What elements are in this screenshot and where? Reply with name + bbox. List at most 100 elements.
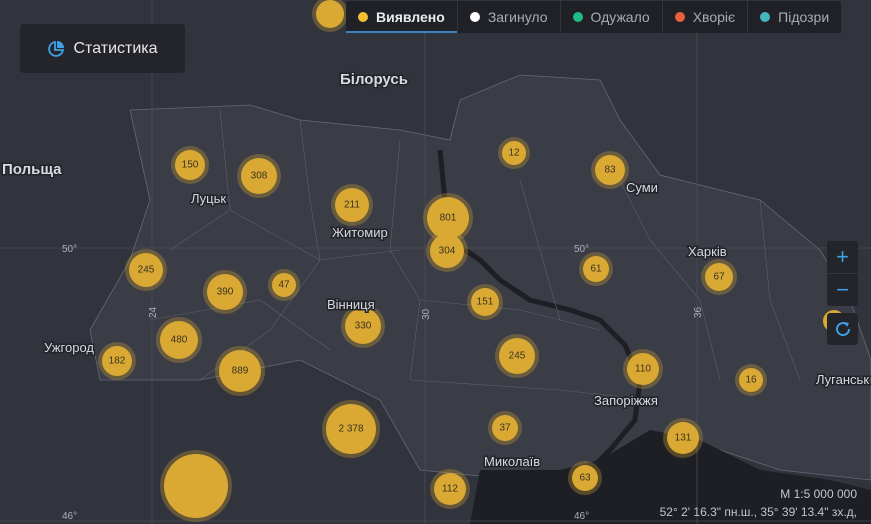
- legend-dot-icon: [674, 12, 685, 22]
- cluster-count: 12: [508, 148, 520, 159]
- cluster-count: 37: [499, 423, 511, 434]
- city-label: Луганськ: [816, 372, 869, 387]
- cluster-marker[interactable]: 330: [341, 304, 385, 348]
- cluster-circle: [326, 404, 376, 454]
- tab-label: Хворіє: [692, 9, 736, 25]
- cluster-circle: [102, 346, 132, 376]
- cluster-marker[interactable]: 150: [171, 146, 209, 184]
- city-label: Ужгород: [44, 340, 94, 355]
- cluster-circle: [471, 288, 499, 316]
- cluster-marker[interactable]: 245: [125, 249, 167, 291]
- cluster-marker[interactable]: [312, 0, 348, 32]
- tab-recovered[interactable]: Одужало: [559, 1, 662, 33]
- tab-detected[interactable]: Виявлено: [346, 1, 457, 33]
- tab-label: Одужало: [590, 9, 650, 25]
- cluster-circle: [175, 150, 205, 180]
- cluster-circle: [335, 188, 369, 222]
- cluster-marker[interactable]: 245: [495, 334, 539, 378]
- cluster-count: 182: [109, 356, 126, 367]
- zoom-in-button[interactable]: +: [836, 244, 849, 269]
- cluster-circle: [502, 141, 526, 165]
- cluster-circle: [164, 454, 228, 518]
- cluster-circle: [434, 473, 466, 505]
- cluster-marker[interactable]: 83: [591, 151, 629, 189]
- cluster-circle: [316, 0, 344, 28]
- cluster-count: 47: [278, 280, 290, 291]
- tab-label: Загинуло: [487, 9, 548, 25]
- cluster-marker[interactable]: 889: [215, 346, 265, 396]
- cluster-circle: [739, 368, 763, 392]
- cluster-circle: [241, 158, 277, 194]
- cluster-count: 63: [579, 473, 591, 484]
- pie-chart-icon: [48, 40, 65, 57]
- cluster-marker[interactable]: 304: [426, 230, 468, 272]
- cluster-marker[interactable]: 67: [701, 259, 737, 295]
- city-label: Житомир: [332, 225, 388, 240]
- cluster-marker[interactable]: [160, 450, 232, 522]
- cluster-count: 390: [217, 287, 234, 298]
- tab-suspected[interactable]: Підозри: [747, 1, 841, 33]
- tab-deaths[interactable]: Загинуло: [456, 1, 560, 33]
- cluster-marker[interactable]: 801: [423, 193, 473, 243]
- tab-sick[interactable]: Хворіє: [661, 1, 747, 33]
- cluster-count: 211: [344, 200, 360, 211]
- map-scale: М 1:5 000 000: [780, 487, 857, 501]
- cluster-marker[interactable]: 211: [331, 184, 373, 226]
- cluster-marker[interactable]: 63: [568, 461, 602, 495]
- cluster-count: 308: [251, 171, 268, 182]
- cluster-marker[interactable]: 61: [579, 252, 613, 286]
- cluster-circle: [705, 263, 733, 291]
- legend-dot-icon: [469, 12, 480, 22]
- cluster-circle: [345, 308, 381, 344]
- reset-view-button[interactable]: [827, 313, 858, 345]
- cluster-marker[interactable]: 182: [98, 342, 136, 380]
- region-borders: [149, 109, 801, 401]
- cluster-count: 150: [182, 160, 199, 171]
- city-label: Вінниця: [327, 297, 375, 312]
- grid-label: 50°: [574, 244, 589, 255]
- cluster-circle: [430, 234, 464, 268]
- cluster-count: 245: [138, 265, 155, 276]
- cluster-count: 110: [635, 364, 651, 375]
- tab-label: Виявлено: [376, 9, 445, 25]
- cluster-count: 304: [439, 246, 456, 257]
- cluster-marker[interactable]: 308: [237, 154, 281, 198]
- black-sea: [470, 430, 871, 524]
- cluster-marker[interactable]: 2 378: [322, 400, 380, 458]
- grid-labels: 50° 50° 24 30 36 46° 46°: [62, 244, 704, 522]
- city-label: Харків: [688, 244, 727, 259]
- city-label: Суми: [626, 180, 658, 195]
- cluster-marker[interactable]: 151: [467, 284, 503, 320]
- cluster-marker[interactable]: 112: [430, 469, 470, 509]
- city-label: Запоріжжя: [594, 393, 658, 408]
- cluster-circle: [129, 253, 163, 287]
- cluster-circle: [667, 422, 699, 454]
- city-label: Луцьк: [191, 191, 226, 206]
- cluster-circle: [219, 350, 261, 392]
- cluster-count: 480: [171, 335, 188, 346]
- cluster-marker[interactable]: 37: [488, 411, 522, 445]
- cluster-marker[interactable]: 480: [156, 317, 202, 363]
- cluster-circle: [595, 155, 625, 185]
- cluster-circle: [427, 197, 469, 239]
- cluster-marker[interactable]: 47: [268, 269, 300, 301]
- statistics-button[interactable]: Статистика: [20, 24, 185, 73]
- cluster-marker[interactable]: 12: [498, 137, 530, 169]
- cursor-coordinates: 52° 2' 16.3" пн.ш., 35° 39' 13.4" зх.д,: [659, 505, 857, 519]
- legend-dot-icon: [572, 12, 583, 22]
- cluster-marker[interactable]: 16: [735, 364, 767, 396]
- grid-label: 30: [421, 308, 432, 320]
- zoom-out-button[interactable]: −: [827, 273, 858, 306]
- cluster-count: 61: [590, 264, 602, 275]
- zoom-controls: + −: [827, 241, 858, 306]
- cluster-count: 67: [713, 272, 725, 283]
- cluster-circle: [207, 274, 243, 310]
- cluster-marker[interactable]: 390: [203, 270, 247, 314]
- cluster-marker[interactable]: 110: [623, 349, 663, 389]
- tab-label: Підозри: [778, 9, 830, 25]
- cluster-marker[interactable]: 131: [663, 418, 703, 458]
- grid-label: 46°: [62, 511, 77, 522]
- metric-tabs: Виявлено Загинуло Одужало Хворіє Підозри: [346, 1, 842, 33]
- statistics-label: Статистика: [73, 39, 158, 57]
